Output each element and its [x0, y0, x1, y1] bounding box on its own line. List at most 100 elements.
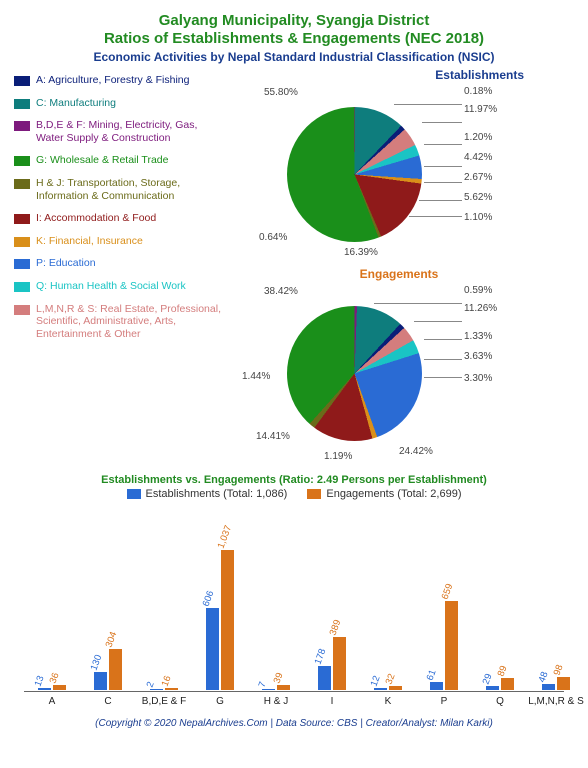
- bar-legend-swatch: [127, 489, 141, 499]
- bar: 39: [277, 685, 290, 690]
- bar: 130: [94, 672, 107, 690]
- pie-slice-label: 0.64%: [259, 232, 287, 243]
- legend-item: G: Wholesale & Retail Trade: [14, 154, 224, 167]
- bar-group: 739: [262, 685, 290, 690]
- bar: 48: [542, 684, 555, 690]
- legend-swatch: [14, 259, 30, 269]
- bar-value-label: 29: [480, 672, 494, 686]
- bar-value-label: 2: [144, 680, 156, 689]
- bar-value-label: 178: [312, 647, 328, 666]
- pie-title-engagements: Engagements: [224, 267, 574, 281]
- pie-chart-establishments: 55.80%0.18%11.97%1.20%4.42%2.67%5.62%1.1…: [224, 82, 574, 267]
- bar-group: 178389: [318, 637, 346, 690]
- pie-slice-label: 1.19%: [324, 451, 352, 462]
- bar-legend-label: Establishments (Total: 1,086): [146, 488, 288, 500]
- legend-swatch: [14, 282, 30, 292]
- bar: 659: [445, 601, 458, 690]
- bar-value-label: 61: [424, 668, 438, 682]
- legend-swatch: [14, 121, 30, 131]
- bar-value-label: 606: [200, 590, 216, 609]
- legend-item: Q: Human Health & Social Work: [14, 280, 224, 293]
- bar-value-label: 89: [495, 664, 509, 678]
- legend-swatch: [14, 214, 30, 224]
- legend-item: A: Agriculture, Forestry & Fishing: [14, 74, 224, 87]
- pie-slice-label: 14.41%: [256, 431, 290, 442]
- bar: 16: [165, 688, 178, 690]
- bar-value-label: 1,037: [215, 524, 233, 550]
- bar-value-label: 16: [159, 674, 173, 688]
- bar-value-label: 48: [536, 670, 550, 684]
- category-label: I: [331, 696, 334, 707]
- category-label: B,D,E & F: [142, 696, 186, 707]
- bar-group: 216: [150, 688, 178, 690]
- legend-label: L,M,N,R & S: Real Estate, Professional, …: [36, 303, 224, 341]
- pie-slice-label: 0.18%: [464, 86, 492, 97]
- bar-value-label: 659: [439, 582, 455, 601]
- pie-slice-label: 3.63%: [464, 351, 492, 362]
- legend-swatch: [14, 99, 30, 109]
- subtitle: Economic Activities by Nepal Standard In…: [14, 50, 574, 64]
- pie-slice-label: 1.10%: [464, 212, 492, 223]
- bar: 606: [206, 608, 219, 690]
- legend-label: I: Accommodation & Food: [36, 212, 156, 225]
- bar: 12: [374, 688, 387, 690]
- legend-label: H & J: Transportation, Storage, Informat…: [36, 177, 224, 202]
- bar-group: 61659: [430, 601, 458, 690]
- bar-chart-title: Establishments vs. Engagements (Ratio: 2…: [14, 474, 574, 486]
- pie-slice-label: 2.67%: [464, 172, 492, 183]
- title-line-2: Ratios of Establishments & Engagements (…: [14, 30, 574, 48]
- legend-item: B,D,E & F: Mining, Electricity, Gas, Wat…: [14, 119, 224, 144]
- legend-swatch: [14, 237, 30, 247]
- category-label: C: [104, 696, 111, 707]
- category-label: P: [441, 696, 448, 707]
- legend-label: G: Wholesale & Retail Trade: [36, 154, 168, 167]
- legend-item: K: Financial, Insurance: [14, 235, 224, 248]
- bar-group: 130304: [94, 649, 122, 690]
- bar: 61: [430, 682, 443, 690]
- pie-slice-label: 0.59%: [464, 285, 492, 296]
- bar-value-label: 304: [103, 630, 119, 649]
- category-label: A: [49, 696, 56, 707]
- bar-value-label: 13: [32, 675, 46, 689]
- bar: 2: [150, 689, 163, 690]
- legend-item: P: Education: [14, 257, 224, 270]
- bar-chart-legend: Establishments (Total: 1,086)Engagements…: [14, 488, 574, 502]
- legend-label: Q: Human Health & Social Work: [36, 280, 186, 293]
- bar-value-label: 32: [383, 672, 397, 686]
- pie-slice-label: 1.44%: [242, 371, 270, 382]
- bar-legend-item: Establishments (Total: 1,086): [127, 488, 288, 500]
- legend-item: L,M,N,R & S: Real Estate, Professional, …: [14, 303, 224, 341]
- pie-chart-engagements: 38.42%0.59%11.26%1.33%3.63%3.30%24.42%1.…: [224, 281, 574, 466]
- legend-label: K: Financial, Insurance: [36, 235, 143, 248]
- legend-label: B,D,E & F: Mining, Electricity, Gas, Wat…: [36, 119, 224, 144]
- legend-item: I: Accommodation & Food: [14, 212, 224, 225]
- bar: 13: [38, 688, 51, 690]
- pie-slice-label: 38.42%: [264, 286, 298, 297]
- pie-slice-label: 4.42%: [464, 152, 492, 163]
- bar-value-label: 130: [88, 654, 104, 673]
- bar: 29: [486, 686, 499, 690]
- bar: 36: [53, 685, 66, 690]
- x-axis: [24, 691, 564, 692]
- bar-chart: 13361303042166061,0377391783891232616592…: [14, 512, 574, 712]
- bar-group: 1232: [374, 686, 402, 690]
- legend-item: H & J: Transportation, Storage, Informat…: [14, 177, 224, 202]
- bar: 98: [557, 677, 570, 690]
- bar-legend-swatch: [307, 489, 321, 499]
- legend-swatch: [14, 156, 30, 166]
- pie: [287, 107, 422, 242]
- legend-swatch: [14, 179, 30, 189]
- legend-label: C: Manufacturing: [36, 97, 116, 110]
- bar: 304: [109, 649, 122, 690]
- category-legend: A: Agriculture, Forestry & Fishing C: Man…: [14, 68, 224, 466]
- pie: [287, 306, 422, 441]
- pie-slice-label: 3.30%: [464, 373, 492, 384]
- pie-slice-label: 11.26%: [464, 303, 497, 314]
- bar-group: 4898: [542, 677, 570, 690]
- pie-title-establishments: Establishments: [224, 68, 574, 82]
- category-label: H & J: [264, 696, 288, 707]
- legend-label: P: Education: [36, 257, 96, 270]
- pie-slice-label: 5.62%: [464, 192, 492, 203]
- pie-slice-label: 24.42%: [399, 446, 433, 457]
- pie-slice-label: 11.97%: [464, 104, 497, 115]
